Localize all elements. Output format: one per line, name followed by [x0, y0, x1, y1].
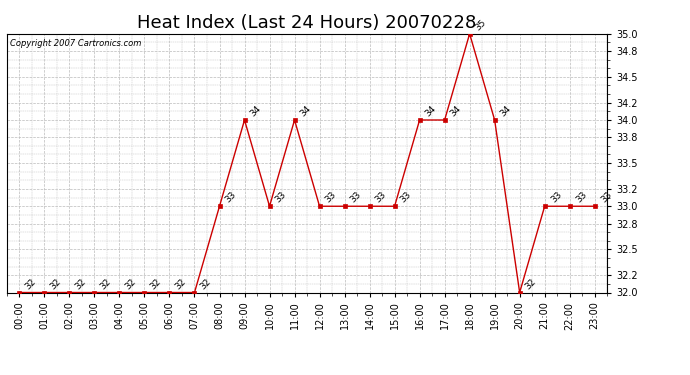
Text: 32: 32 [148, 277, 163, 291]
Text: 33: 33 [549, 190, 563, 205]
Text: 32: 32 [48, 277, 63, 291]
Text: 34: 34 [248, 104, 263, 118]
Text: 33: 33 [274, 190, 288, 205]
Text: 34: 34 [299, 104, 313, 118]
Text: 34: 34 [448, 104, 463, 118]
Text: 32: 32 [199, 277, 213, 291]
Text: 33: 33 [399, 190, 413, 205]
Text: 33: 33 [324, 190, 338, 205]
Text: 32: 32 [124, 277, 138, 291]
Text: 32: 32 [23, 277, 38, 291]
Text: 34: 34 [499, 104, 513, 118]
Text: 32: 32 [99, 277, 113, 291]
Text: 32: 32 [74, 277, 88, 291]
Text: 32: 32 [524, 277, 538, 291]
Text: 33: 33 [224, 190, 238, 205]
Text: 33: 33 [348, 190, 363, 205]
Text: 34: 34 [424, 104, 438, 118]
Text: 35: 35 [474, 18, 489, 32]
Text: 33: 33 [374, 190, 388, 205]
Text: 32: 32 [174, 277, 188, 291]
Text: 33: 33 [599, 190, 613, 205]
Text: 33: 33 [574, 190, 589, 205]
Text: Copyright 2007 Cartronics.com: Copyright 2007 Cartronics.com [10, 39, 141, 48]
Title: Heat Index (Last 24 Hours) 20070228: Heat Index (Last 24 Hours) 20070228 [137, 14, 477, 32]
